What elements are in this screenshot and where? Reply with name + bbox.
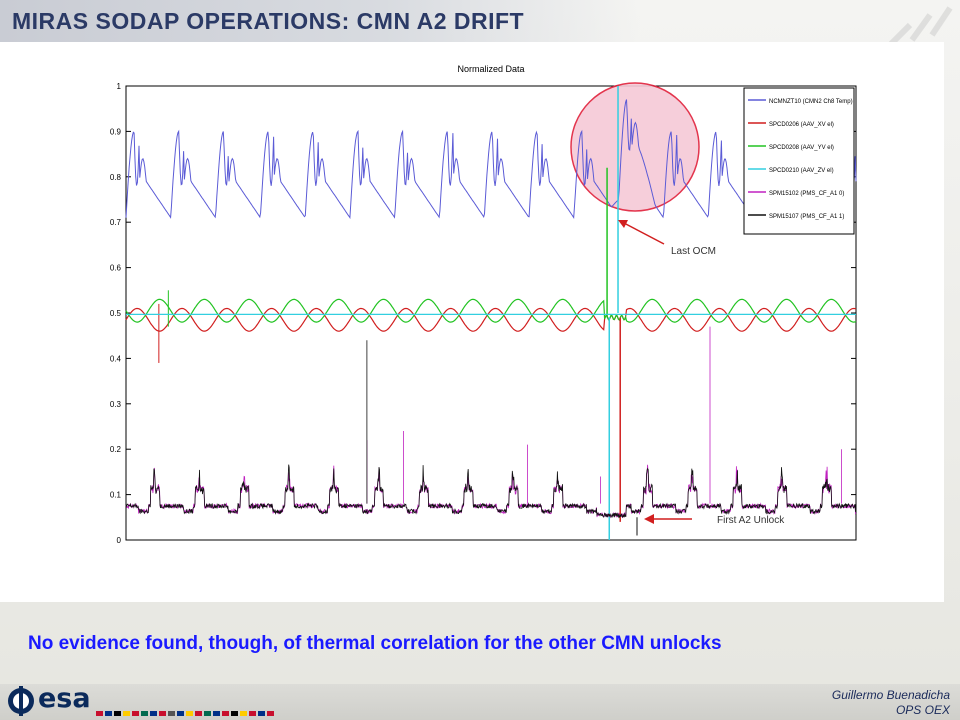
y-tick-label: 0.4 bbox=[110, 354, 122, 363]
legend-label: SPM15107 (PMS_CF_A1 1) bbox=[769, 214, 844, 220]
chart: Normalized Data 0 0.1 0.2 0.3 0.4 0.5 0.6 0.7 0.8… bbox=[110, 64, 857, 545]
series-line-pms-0 bbox=[125, 464, 857, 519]
member-flags bbox=[96, 711, 274, 716]
y-tick-label: 0.8 bbox=[110, 173, 122, 182]
y-tick-label: 0 bbox=[117, 536, 122, 545]
y-tick-label: 0.1 bbox=[110, 491, 122, 500]
esa-logo bbox=[8, 686, 34, 716]
title-bar bbox=[0, 0, 640, 42]
annotation-first-unlock: First A2 Unlock bbox=[717, 515, 785, 526]
annotation-arrow-last-ocm bbox=[621, 221, 665, 245]
legend-label: NCMNZT10 (CMN2 Ch8 Temp) bbox=[769, 99, 853, 105]
legend-label: SPCD0208 (AAV_YV el) bbox=[769, 145, 834, 151]
annotation-last-ocm: Last OCM bbox=[671, 246, 716, 257]
author-credit: Guillermo Buenadicha OPS OEX bbox=[832, 688, 950, 718]
series-line-pms-1 bbox=[125, 464, 857, 519]
annotation-arrowhead-last-ocm bbox=[618, 220, 628, 228]
chart-title: Normalized Data bbox=[457, 64, 524, 74]
y-tick-label: 1 bbox=[117, 82, 122, 91]
conclusion-text: No evidence found, though, of thermal co… bbox=[28, 633, 722, 654]
y-tick-label: 0.2 bbox=[110, 445, 122, 454]
annotation-arrowhead-first-unlock bbox=[644, 514, 654, 524]
author-name: Guillermo Buenadicha bbox=[831, 688, 950, 702]
author-department: OPS OEX bbox=[895, 703, 950, 717]
watermark-decoration bbox=[887, 6, 953, 48]
series-line-aav-x bbox=[125, 307, 857, 332]
series-line-temperature bbox=[125, 99, 857, 220]
y-tick-label: 0.9 bbox=[110, 127, 122, 136]
series-line-aav-y bbox=[125, 298, 857, 323]
highlight-circle bbox=[570, 82, 700, 212]
esa-logo-text: esa bbox=[38, 683, 91, 714]
legend-label: SPM15102 (PMS_CF_A1 0) bbox=[769, 191, 844, 197]
legend-label: SPCD0210 (AAV_ZV el) bbox=[769, 168, 834, 174]
y-tick-label: 0.5 bbox=[110, 309, 122, 318]
y-tick-label: 0.3 bbox=[110, 400, 122, 409]
y-tick-label: 0.6 bbox=[110, 264, 122, 273]
y-tick-label: 0.7 bbox=[110, 218, 122, 227]
slide-title: MIRAS SODAP OPERATIONS: CMN A2 DRIFT bbox=[12, 8, 525, 34]
legend-label: SPCD0206 (AAV_XV el) bbox=[769, 122, 834, 128]
legend-box bbox=[743, 87, 855, 235]
